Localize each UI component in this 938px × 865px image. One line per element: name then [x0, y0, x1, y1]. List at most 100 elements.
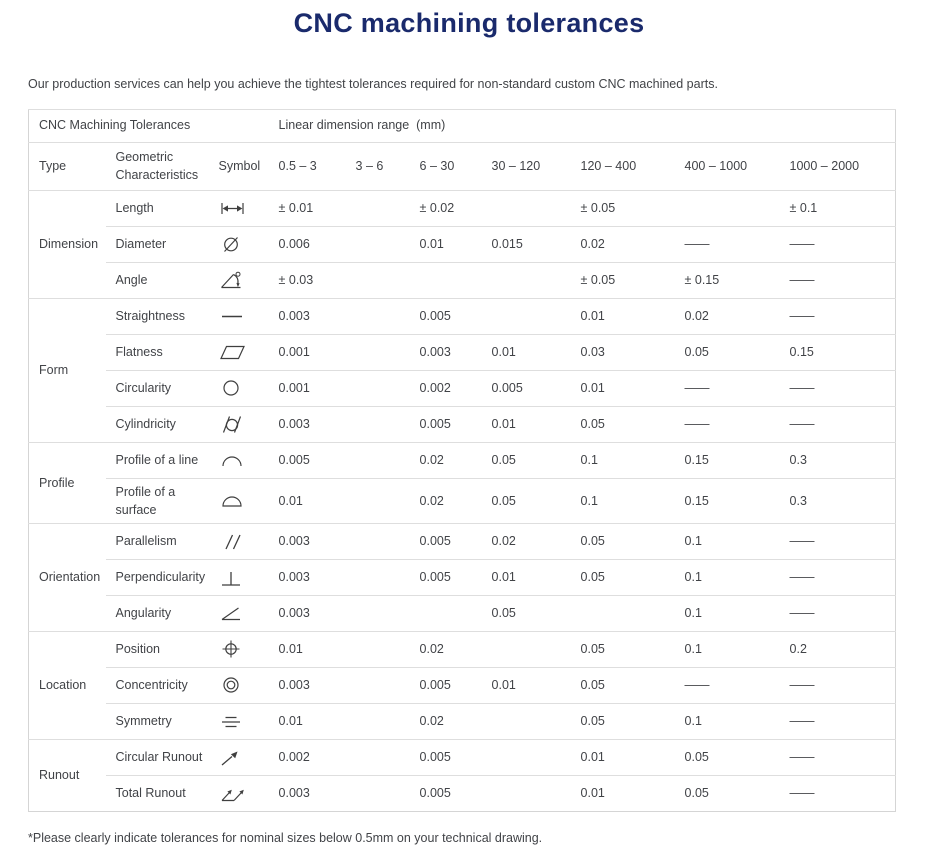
tolerance-value-cell	[481, 738, 571, 776]
symbol-cell	[208, 261, 269, 298]
tolerance-value-cell: 0.05	[674, 333, 780, 370]
characteristic-cell: Diameter	[105, 225, 209, 262]
tolerance-value-cell: ——	[779, 738, 896, 776]
symbol-cell	[208, 333, 269, 370]
tolerance-value-cell: 0.01	[268, 630, 346, 668]
characteristic-cell: Length	[105, 189, 209, 226]
table-row: Circularity 0.001 0.002 0.005 0.01 —— ——	[29, 369, 896, 406]
tolerance-value-cell: 0.03	[570, 333, 675, 370]
tolerance-value-cell	[345, 225, 410, 262]
type-cell: Runout	[28, 738, 106, 812]
diameter-icon	[219, 235, 243, 254]
tolerance-value-cell: 0.003	[268, 558, 346, 596]
tolerance-value-cell: 0.1	[674, 522, 780, 560]
tolerance-value-cell: 0.01	[570, 738, 675, 776]
perpendicularity-icon	[219, 569, 243, 587]
column-header-2: Symbol	[208, 141, 269, 190]
symbol-cell	[208, 594, 269, 632]
tolerance-value-cell: 0.002	[268, 738, 346, 776]
profile-surface-icon	[219, 493, 245, 509]
symbol-cell	[208, 189, 269, 226]
tolerance-value-cell: 0.005	[409, 522, 482, 560]
total-runout-icon	[219, 785, 245, 803]
tolerance-value-cell	[345, 522, 410, 560]
tolerance-value-cell: ± 0.05	[570, 189, 675, 226]
flatness-icon	[219, 344, 246, 361]
symbol-cell	[208, 774, 269, 812]
circularity-icon	[219, 378, 243, 398]
characteristic-cell: Symmetry	[105, 702, 209, 740]
tolerance-value-cell: 0.01	[481, 405, 571, 442]
table-row: Concentricity 0.003 0.005 0.01 0.05 —— ——	[29, 666, 896, 704]
tolerance-value-cell	[345, 666, 410, 704]
column-header-0: Type	[28, 141, 106, 190]
table-row: Angularity 0.003 0.05 0.1 ——	[29, 594, 896, 632]
tolerance-value-cell: ——	[674, 405, 780, 442]
table-row: Symmetry 0.01 0.02 0.05 0.1 ——	[29, 702, 896, 740]
table-title-right: Linear dimension range (mm)	[268, 108, 896, 142]
tolerance-value-cell: 0.02	[481, 522, 571, 560]
tolerance-value-cell: 0.3	[779, 477, 896, 524]
symbol-cell	[208, 522, 269, 560]
tolerances-table: CNC Machining Tolerances Linear dimensio…	[28, 108, 897, 812]
tolerance-value-cell: ——	[779, 666, 896, 704]
tolerance-value-cell: 0.003	[268, 666, 346, 704]
table-row: Orientation Parallelism 0.003 0.005 0.02 0.05…	[28, 522, 896, 632]
column-header-6: 30 – 120	[481, 141, 571, 190]
tolerance-value-cell: ——	[779, 369, 896, 406]
table-title-left: CNC Machining Tolerances	[28, 108, 269, 142]
tolerance-value-cell: 0.01	[570, 369, 675, 406]
symbol-cell	[208, 405, 269, 442]
tolerance-value-cell: ± 0.01	[268, 189, 346, 226]
symbol-cell	[208, 630, 269, 668]
table-row: Angle ± 0.03 ± 0.05 ± 0.15 ——	[29, 261, 896, 298]
tolerance-value-cell: 0.003	[268, 774, 346, 812]
characteristic-cell: Circularity	[105, 369, 209, 406]
type-cell: Location	[28, 630, 106, 740]
tolerance-value-cell	[481, 297, 571, 334]
tolerance-table-body: CNC Machining Tolerances Linear dimensio…	[28, 108, 896, 812]
parallelism-icon	[219, 533, 243, 551]
tolerance-value-cell: 0.003	[268, 297, 346, 334]
intro-text: Our production services can help you ach…	[28, 77, 718, 91]
tolerance-value-cell: 0.1	[674, 702, 780, 740]
tolerance-value-cell: 0.005	[409, 405, 482, 442]
type-cell: Orientation	[28, 522, 106, 632]
tolerance-value-cell	[345, 189, 410, 226]
tolerance-value-cell: 0.005	[409, 558, 482, 596]
table-row: Runout Circular Runout 0.002 0.005 0.01 0.05—…	[28, 738, 896, 812]
symbol-cell	[208, 738, 269, 776]
tolerance-value-cell: 0.02	[409, 441, 482, 478]
tolerance-value-cell: 0.02	[674, 297, 780, 334]
tolerance-value-cell	[345, 405, 410, 442]
type-cell: Dimension	[28, 189, 106, 298]
tolerance-value-cell	[481, 630, 571, 668]
symbol-cell	[208, 666, 269, 704]
tolerance-value-cell: 0.01	[268, 477, 346, 524]
tolerance-value-cell: 0.01	[481, 558, 571, 596]
symbol-cell	[208, 225, 269, 262]
tolerance-value-cell: ——	[779, 594, 896, 632]
tolerance-value-cell	[481, 774, 571, 812]
straightness-icon	[219, 308, 245, 325]
tolerance-value-cell	[409, 594, 482, 632]
column-header-3: 0.5 – 3	[268, 141, 346, 190]
tolerance-value-cell	[345, 774, 410, 812]
characteristic-cell: Flatness	[105, 333, 209, 370]
column-header-4: 3 – 6	[345, 141, 410, 190]
tolerance-value-cell: 0.005	[409, 738, 482, 776]
tolerance-value-cell: ± 0.02	[409, 189, 482, 226]
table-row: Form Straightness 0.003 0.005 0.01 0.02 ——	[28, 297, 896, 442]
tolerance-value-cell: 0.15	[674, 441, 780, 478]
characteristic-cell: Circular Runout	[105, 738, 209, 776]
tolerance-value-cell: ——	[674, 666, 780, 704]
tolerance-value-cell: ——	[779, 297, 896, 334]
tolerance-value-cell	[345, 261, 410, 298]
tolerance-value-cell	[409, 261, 482, 298]
tolerance-value-cell: 0.2	[779, 630, 896, 668]
tolerance-value-cell	[345, 333, 410, 370]
tolerance-value-cell: ——	[779, 225, 896, 262]
tolerance-value-cell: ——	[779, 702, 896, 740]
tolerance-value-cell	[345, 441, 410, 478]
characteristic-cell: Profile of a surface	[105, 477, 209, 524]
